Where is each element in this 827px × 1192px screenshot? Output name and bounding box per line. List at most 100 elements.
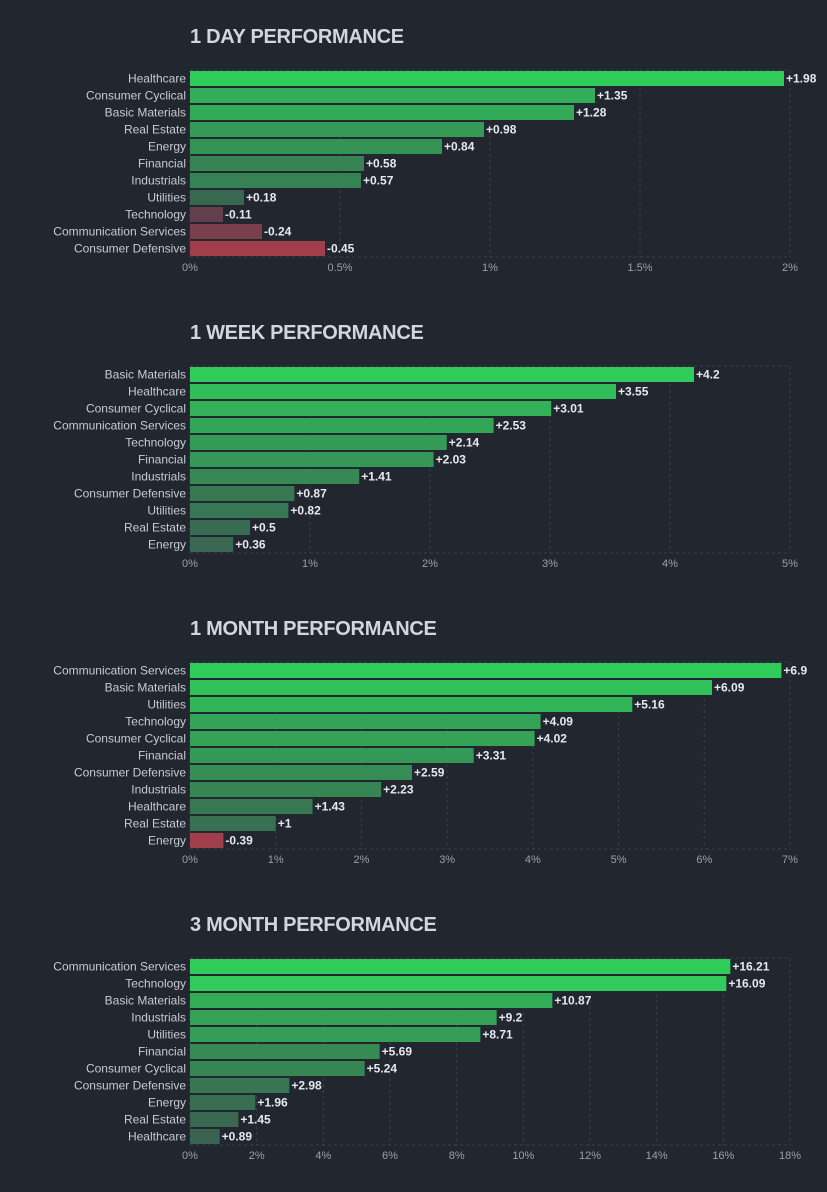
value-label: +0.87 — [296, 487, 327, 501]
x-tick-label: 2% — [782, 262, 798, 274]
value-label: +16.09 — [728, 977, 765, 991]
bar — [190, 469, 360, 484]
value-label: +3.55 — [618, 385, 649, 399]
category-label: Consumer Defensive — [74, 242, 186, 256]
value-label: +5.16 — [634, 698, 665, 712]
category-label: Communication Services — [53, 960, 186, 974]
bar — [190, 993, 553, 1008]
category-label: Energy — [148, 140, 186, 154]
value-label: +2.23 — [383, 783, 414, 797]
bar-chart-3-month: 0% 2% 4% 6% 8% 10% 12% 14% 16% 18% Communication S… — [53, 957, 801, 1162]
value-label: +1 — [278, 817, 292, 831]
bar — [190, 1061, 365, 1076]
bar — [190, 435, 447, 450]
bar — [190, 833, 224, 848]
bar — [190, 486, 295, 501]
category-label: Healthcare — [128, 1130, 186, 1144]
x-tick-label: 4% — [662, 558, 678, 570]
bar — [190, 122, 484, 137]
value-label: +4.02 — [537, 732, 568, 746]
chart-title: 1 MONTH PERFORMANCE — [190, 618, 437, 640]
category-label: Basic Materials — [105, 994, 186, 1008]
bar — [190, 782, 382, 797]
category-label: Consumer Cyclical — [86, 1062, 186, 1076]
category-label: Real Estate — [124, 521, 186, 535]
x-tick-label: 0% — [182, 262, 198, 274]
category-label: Financial — [138, 157, 186, 171]
bar — [190, 959, 731, 974]
bar — [190, 207, 223, 222]
value-label: +10.87 — [554, 994, 591, 1008]
value-label: +2.53 — [496, 419, 527, 433]
bar — [190, 697, 633, 712]
bar — [190, 173, 361, 188]
category-label: Real Estate — [124, 1113, 186, 1127]
x-tick-label: 1% — [268, 854, 284, 866]
value-label: +0.58 — [366, 157, 397, 171]
x-tick-label: 12% — [579, 1150, 601, 1162]
category-label: Energy — [148, 1096, 186, 1110]
x-tick-label: 1% — [482, 262, 498, 274]
bar — [190, 537, 234, 552]
category-label: Technology — [125, 208, 186, 222]
value-label: +0.5 — [252, 521, 276, 535]
x-tick-label: 5% — [611, 854, 627, 866]
value-label: +0.36 — [235, 538, 266, 552]
value-label: +0.89 — [222, 1130, 253, 1144]
value-label: +1.45 — [240, 1113, 271, 1127]
x-tick-label: 3% — [542, 558, 558, 570]
bar-chart-1-week: 0% 1% 2% 3% 4% 5% Basic Materials +4.2 Healthcar… — [53, 365, 798, 570]
value-label: +5.69 — [382, 1045, 413, 1059]
bar — [190, 156, 364, 171]
bar — [190, 401, 552, 416]
x-tick-label: 0% — [182, 854, 198, 866]
bar — [190, 71, 784, 86]
category-label: Utilities — [147, 1028, 186, 1042]
value-label: +2.03 — [436, 453, 467, 467]
category-label: Financial — [138, 453, 186, 467]
value-label: +1.41 — [361, 470, 392, 484]
bar — [190, 452, 434, 467]
panel-3-month: 3 MONTH PERFORMANCE 0% 2% 4% 6% 8% 10% 12% 14% 1… — [0, 888, 827, 1184]
bar — [190, 663, 782, 678]
bar — [190, 731, 535, 746]
value-label: +0.18 — [246, 191, 277, 205]
bar — [190, 105, 574, 120]
category-label: Consumer Cyclical — [86, 402, 186, 416]
x-tick-label: 14% — [646, 1150, 668, 1162]
bar — [190, 190, 244, 205]
value-label: +2.14 — [449, 436, 480, 450]
value-label: +1.35 — [597, 89, 628, 103]
x-tick-label: 5% — [782, 558, 798, 570]
x-tick-label: 1% — [302, 558, 318, 570]
value-label: +2.59 — [414, 766, 445, 780]
x-tick-label: 1.5% — [627, 262, 652, 274]
value-label: +0.84 — [444, 140, 475, 154]
category-label: Consumer Defensive — [74, 766, 186, 780]
category-label: Industrials — [131, 470, 186, 484]
value-label: +4.09 — [543, 715, 574, 729]
x-tick-label: 7% — [782, 854, 798, 866]
category-label: Energy — [148, 834, 186, 848]
category-label: Consumer Cyclical — [86, 732, 186, 746]
x-tick-label: 6% — [696, 854, 712, 866]
category-label: Healthcare — [128, 385, 186, 399]
x-tick-label: 16% — [712, 1150, 734, 1162]
bar — [190, 680, 712, 695]
category-label: Healthcare — [128, 800, 186, 814]
bar — [190, 816, 276, 831]
value-label: +5.24 — [367, 1062, 398, 1076]
x-tick-label: 4% — [525, 854, 541, 866]
category-label: Utilities — [147, 504, 186, 518]
x-tick-label: 0% — [182, 558, 198, 570]
bar — [190, 765, 412, 780]
bar — [190, 241, 325, 256]
value-label: -0.11 — [225, 208, 252, 222]
bar — [190, 88, 595, 103]
category-label: Consumer Defensive — [74, 1079, 186, 1093]
category-label: Real Estate — [124, 123, 186, 137]
category-label: Financial — [138, 749, 186, 763]
bar — [190, 1010, 497, 1025]
x-tick-label: 18% — [779, 1150, 801, 1162]
value-label: +9.2 — [499, 1011, 523, 1025]
